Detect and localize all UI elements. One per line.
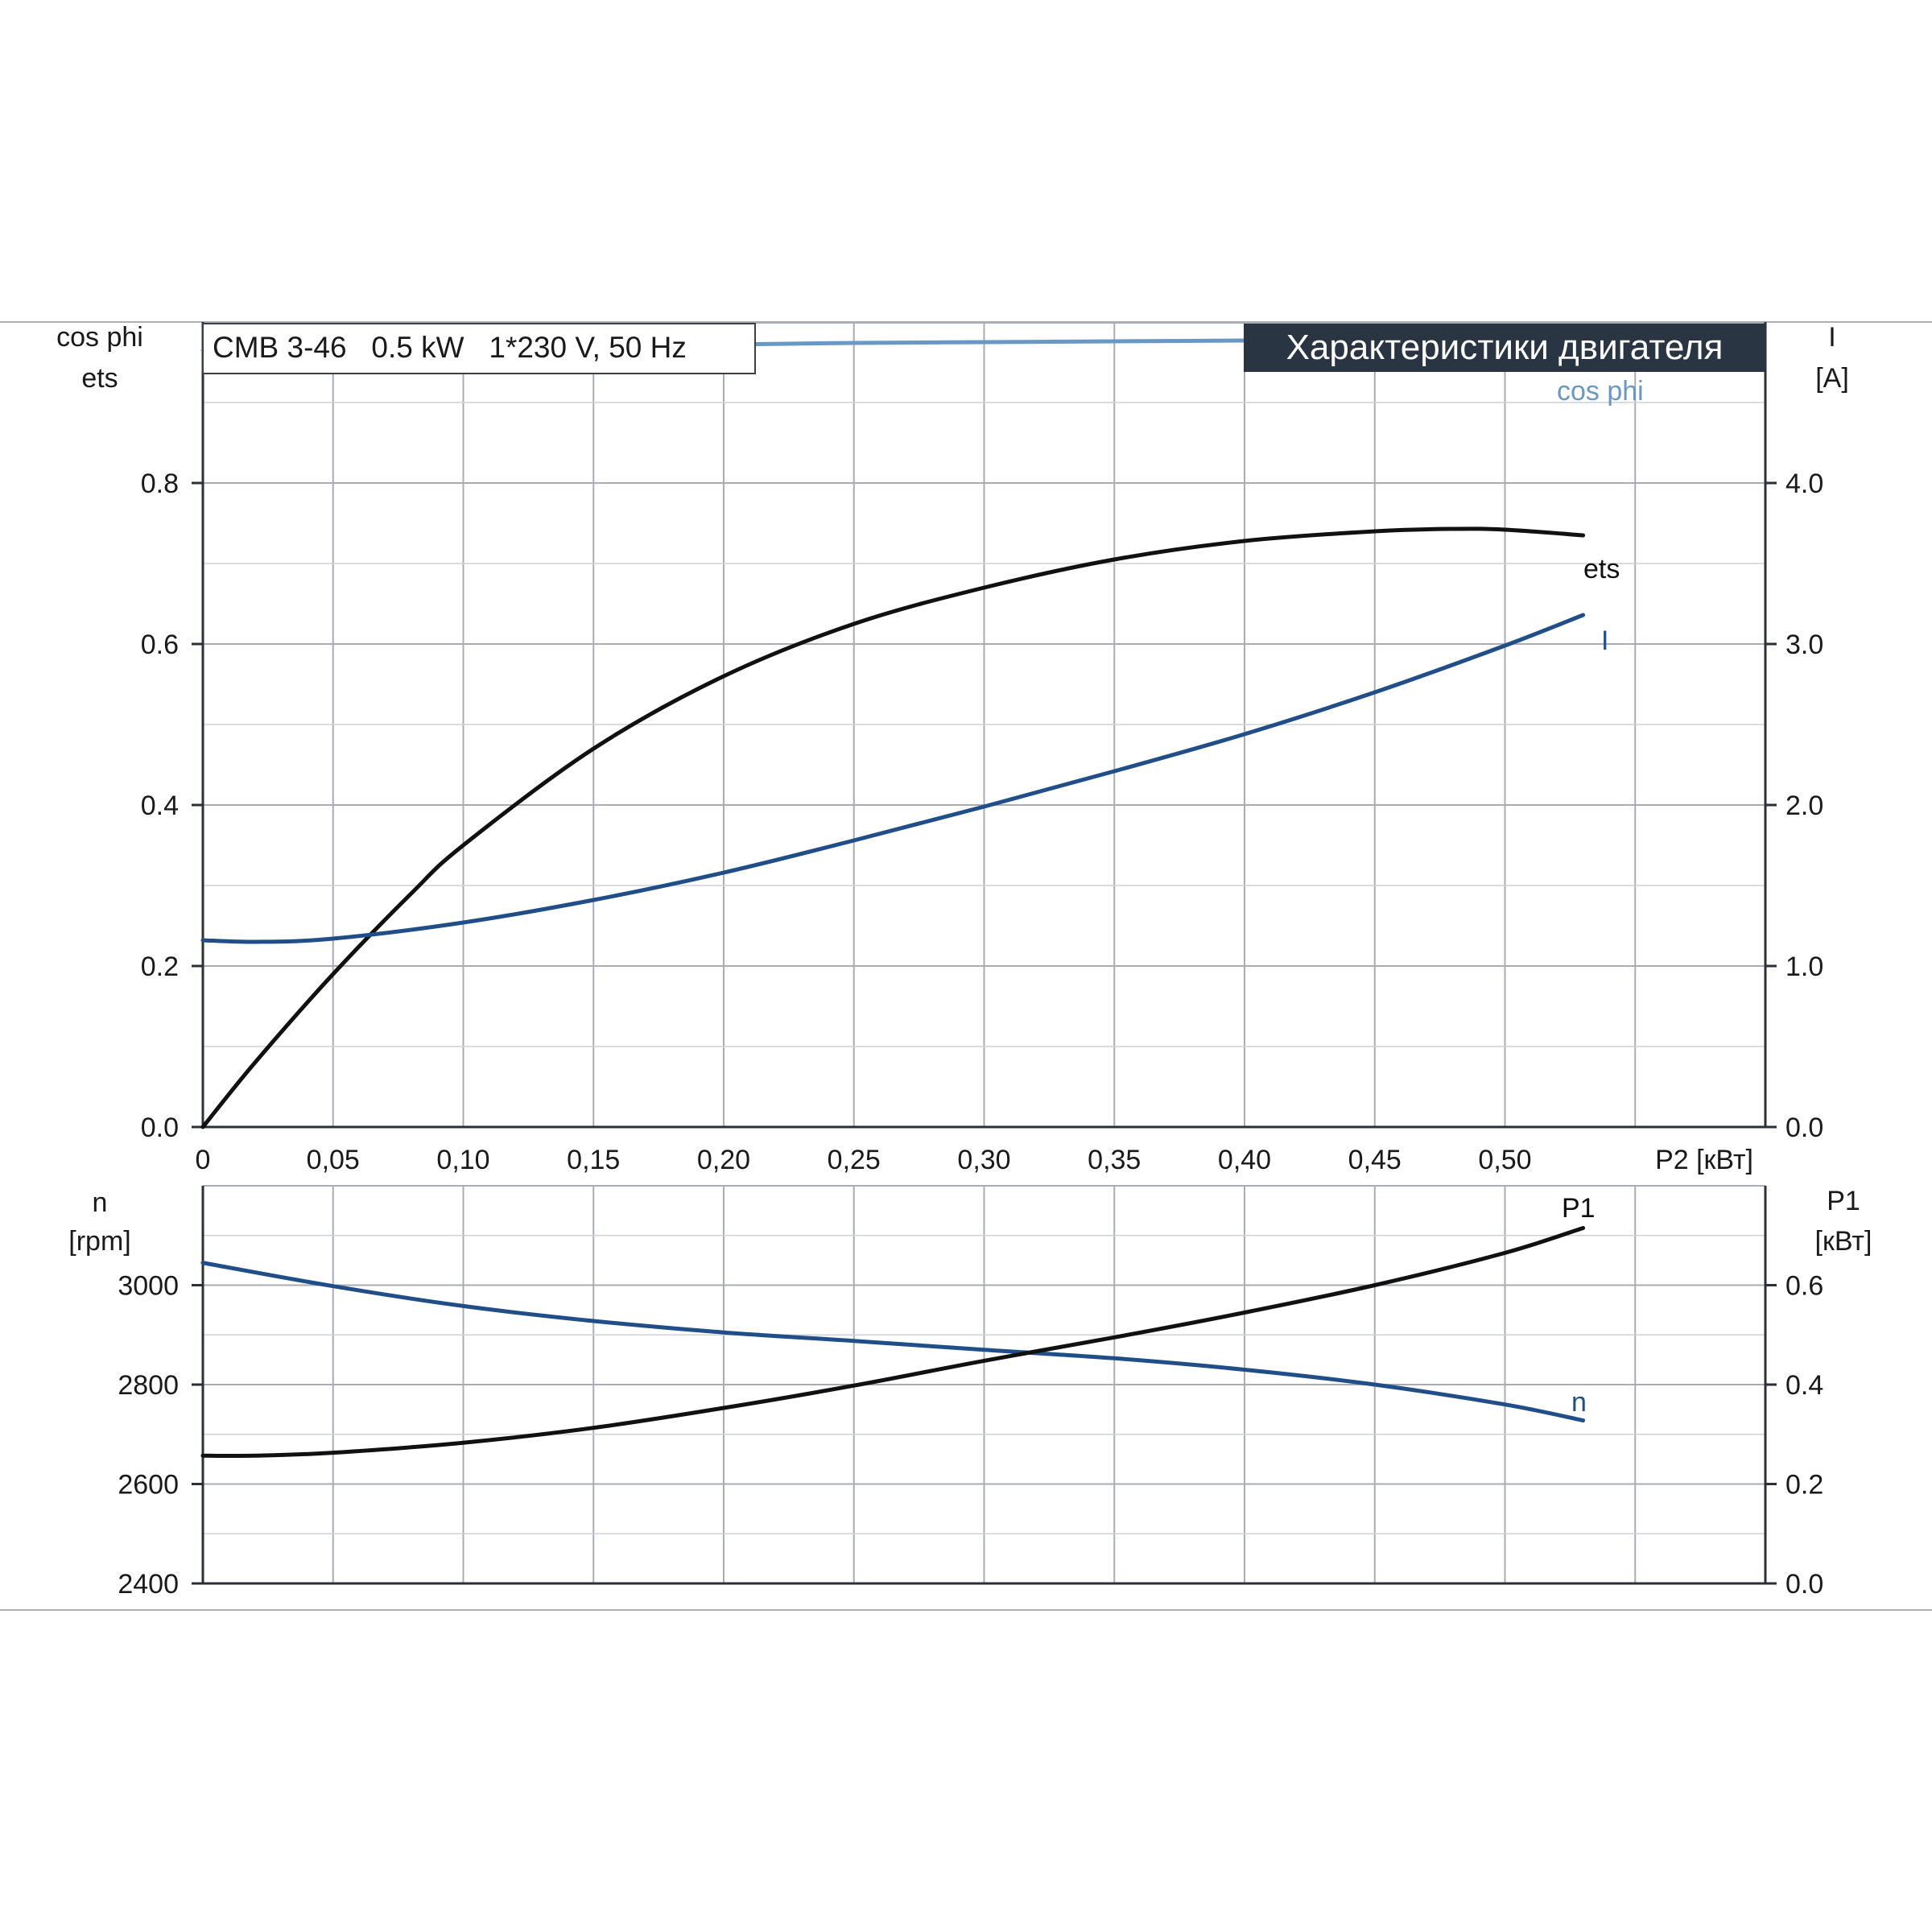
bottom-right-tick-label: 0.6 [1785, 1271, 1823, 1302]
top-panel-grid [203, 322, 1765, 1127]
input-power-p1-curve [200, 1226, 1586, 1459]
bottom-left-unit-rpm: [rpm] [68, 1226, 130, 1257]
bottom-right-unit-p1: P1 [1827, 1186, 1860, 1216]
bottom-left-tick-label: 3000 [118, 1271, 179, 1302]
top-left-unit-ets: ets [81, 363, 118, 394]
bottom-left-tick-label: 2400 [118, 1569, 179, 1600]
top-right-tick-label: 1.0 [1785, 952, 1823, 982]
x-tick-label: 0,40 [1218, 1145, 1271, 1175]
ets-series-label: ets [1583, 554, 1620, 584]
top-right-tick-label: 3.0 [1785, 630, 1823, 660]
speed-n-curve [200, 1261, 1586, 1422]
top-right-tick-label: 0.0 [1785, 1113, 1823, 1143]
model-label-box [202, 323, 756, 374]
model-label: CMB 3-46 0.5 kW 1*230 V, 50 Hz [213, 331, 687, 364]
x-tick-label: 0,50 [1478, 1145, 1531, 1175]
current-i-series-label: I [1601, 625, 1608, 656]
top-right-tick-label: 2.0 [1785, 791, 1823, 821]
input-power-p1-series-label: P1 [1562, 1193, 1596, 1224]
tick-labels: 0 0,05 0,10 0,15 0,20 0,25 0,30 0,35 0,40 0,45 0,5… [118, 469, 1823, 1600]
bottom-right-tick-label: 0.0 [1785, 1569, 1823, 1600]
x-axis-label: P2 [кВт] [1655, 1145, 1753, 1175]
ets-curve [200, 526, 1586, 1129]
top-right-unit-a: [A] [1815, 363, 1849, 394]
x-tick-label: 0,30 [957, 1145, 1010, 1175]
bottom-right-unit-kw: [кВт] [1815, 1226, 1872, 1257]
top-right-unit-i: I [1828, 322, 1835, 353]
bottom-left-unit-n: n [93, 1187, 108, 1218]
top-right-tick-label: 4.0 [1785, 469, 1823, 499]
bottom-right-tick-label: 0.4 [1785, 1370, 1823, 1401]
top-left-unit-cosphi: cos phi [56, 322, 143, 353]
x-tick-label: 0 [196, 1145, 211, 1175]
top-left-tick-label: 0.2 [141, 952, 179, 982]
x-tick-label: 0,20 [697, 1145, 750, 1175]
title-bar [1244, 324, 1765, 372]
top-left-tick-label: 0.8 [141, 469, 179, 499]
chart-title: Характеристики двигателя [1286, 328, 1724, 367]
cos-phi-series-label: cos phi [1557, 376, 1644, 407]
bottom-left-tick-label: 2800 [118, 1370, 179, 1401]
top-left-tick-label: 0.4 [141, 791, 179, 821]
x-tick-label: 0,25 [828, 1145, 881, 1175]
x-tick-label: 0,15 [567, 1145, 620, 1175]
x-tick-label: 0,35 [1088, 1145, 1141, 1175]
x-tick-label: 0,45 [1348, 1145, 1402, 1175]
bottom-right-tick-label: 0.2 [1785, 1470, 1823, 1501]
series-layer: cos phi ets In P1 [200, 336, 1644, 1459]
bottom-panel-grid [203, 1185, 1765, 1583]
top-left-tick-label: 0.0 [141, 1113, 179, 1143]
current-i-curve [200, 613, 1586, 944]
bottom-left-tick-label: 2600 [118, 1470, 179, 1501]
top-left-tick-label: 0.6 [141, 630, 179, 660]
x-tick-label: 0,05 [307, 1145, 360, 1175]
x-tick-label: 0,10 [436, 1145, 489, 1175]
speed-n-series-label: n [1571, 1387, 1587, 1418]
